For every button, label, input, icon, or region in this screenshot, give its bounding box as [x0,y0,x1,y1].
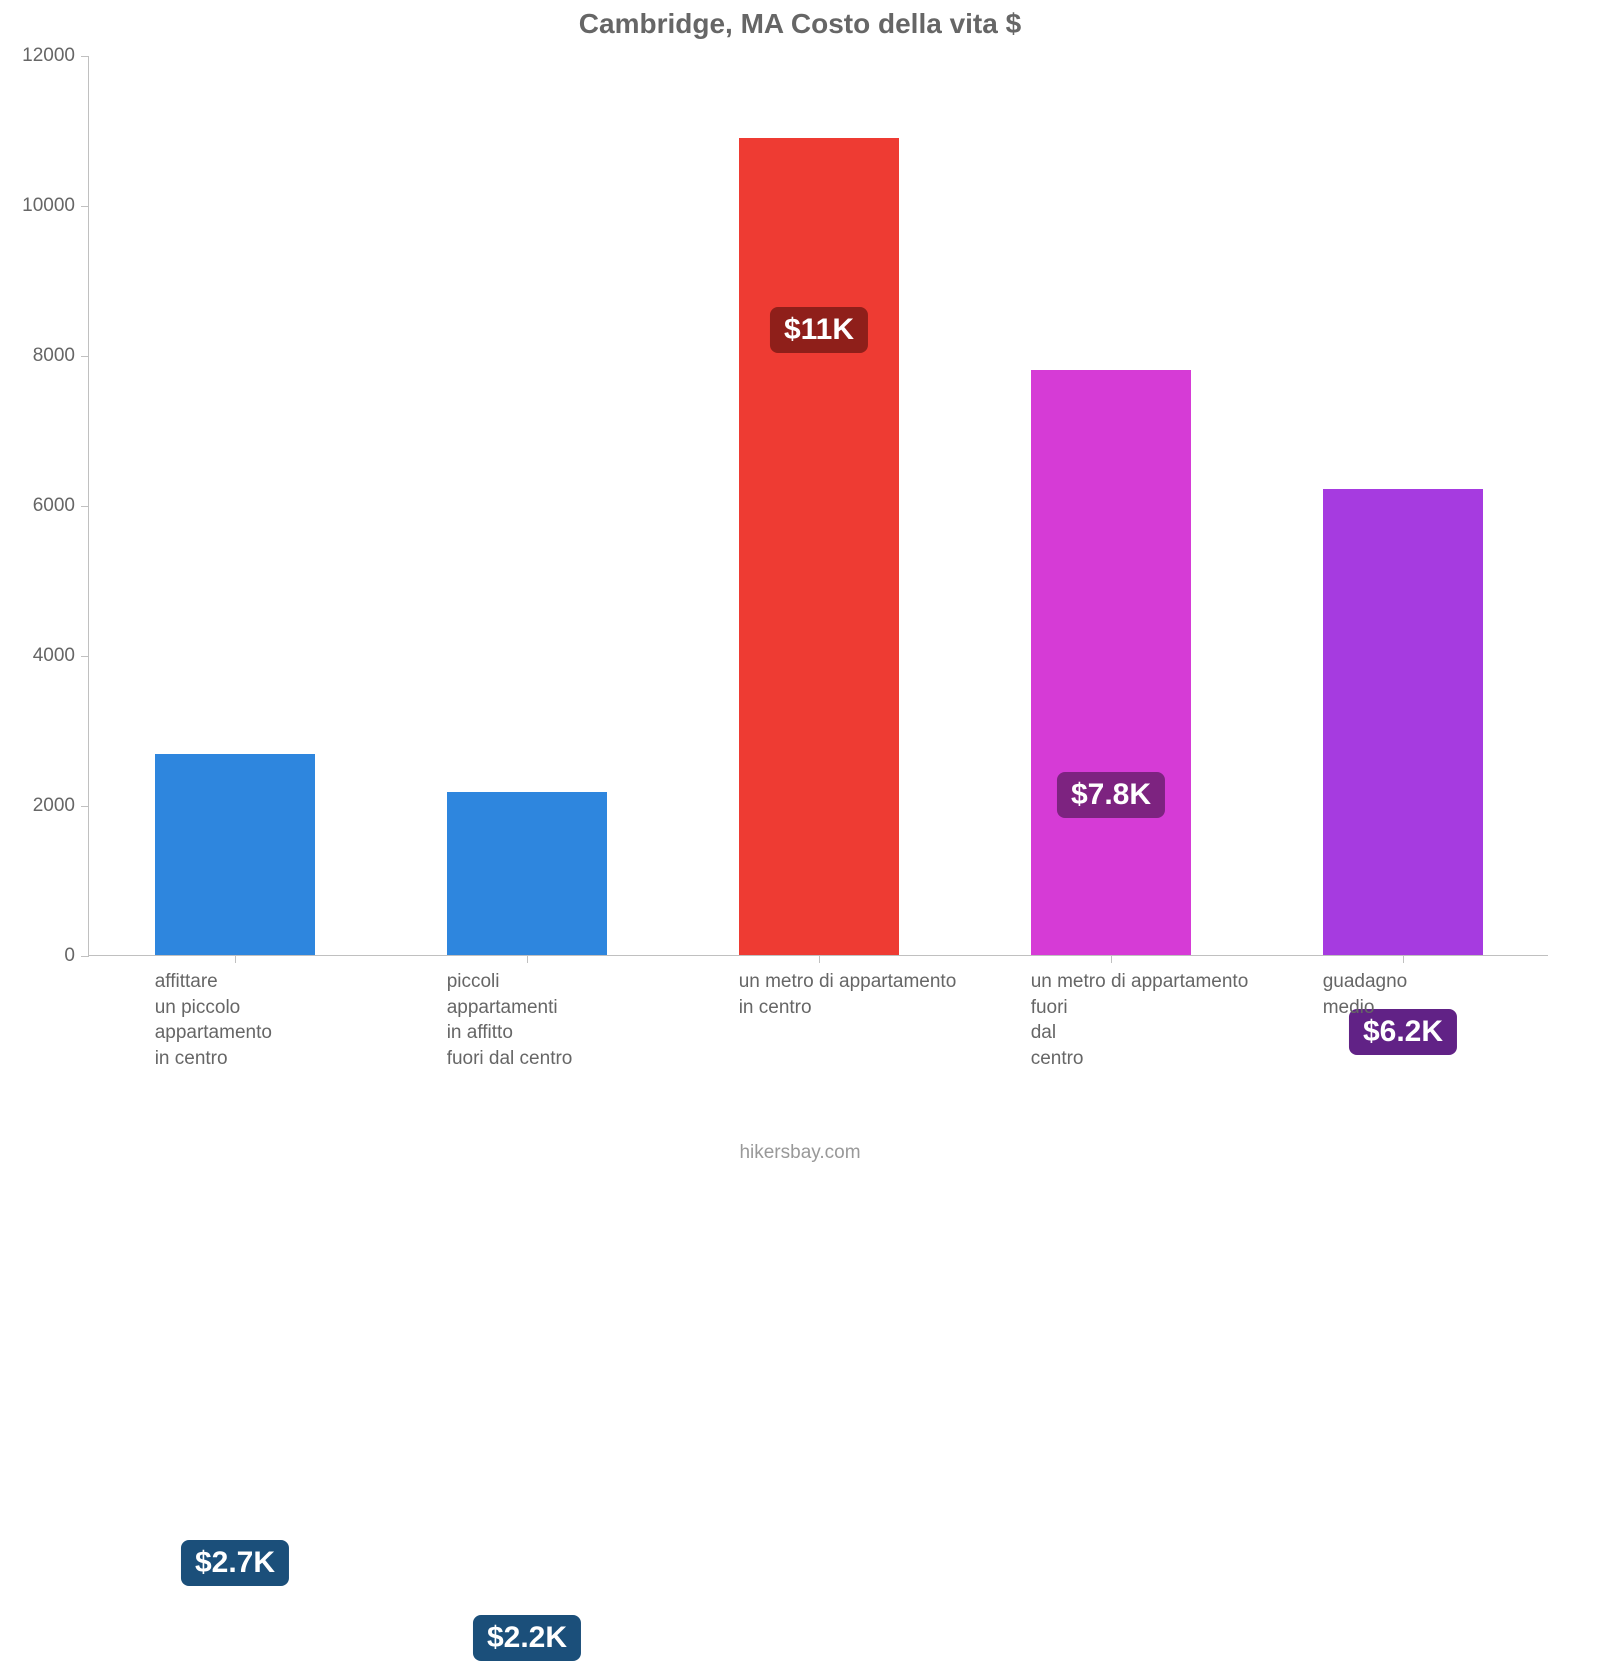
y-tick-label: 6000 [33,495,89,517]
chart-title: Cambridge, MA Costo della vita $ [0,8,1600,40]
y-tick-label: 8000 [33,345,89,367]
bar: $11K [739,138,900,956]
bar-value-label: $2.7K [181,1540,289,1586]
x-tick-label: affittare un piccolo appartamento in cen… [155,955,432,1072]
y-tick-label: 0 [64,945,89,967]
y-tick-label: 12000 [22,45,89,67]
x-tick-label: piccoli appartamenti in affitto fuori da… [447,955,724,1072]
bar-value-label: $11K [770,307,868,353]
bar: $2.7K [155,754,316,955]
x-tick-label: un metro di appartamento in centro [739,955,1016,1020]
x-tick-label: un metro di appartamento fuori dal centr… [1031,955,1308,1072]
y-tick-label: 2000 [33,795,89,817]
chart-credit: hikersbay.com [0,1142,1600,1164]
bar: $6.2K [1323,489,1484,956]
bar: $2.2K [447,792,608,956]
bar: $7.8K [1031,370,1192,955]
y-tick-label: 10000 [22,195,89,217]
x-tick-label: guadagno medio [1323,955,1600,1020]
bar-value-label: $2.2K [473,1615,581,1661]
plot-area: 020004000600080001000012000$2.7Kaffittar… [88,56,1548,956]
y-tick-label: 4000 [33,645,89,667]
chart-container: Cambridge, MA Costo della vita $ 0200040… [0,0,1600,1200]
bar-value-label: $7.8K [1057,772,1165,818]
